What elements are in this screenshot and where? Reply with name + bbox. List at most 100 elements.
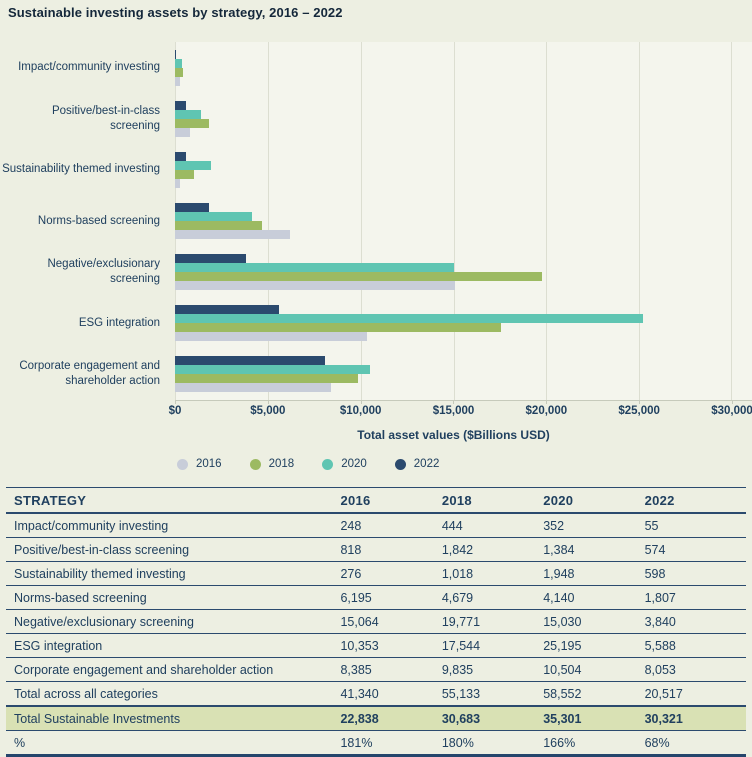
- bar-2022: [175, 100, 186, 110]
- row-label: Total Sustainable Investments: [6, 706, 341, 731]
- bars-area: [175, 42, 732, 400]
- cell-value: 180%: [441, 730, 544, 757]
- cell-value: 10,504: [543, 657, 645, 682]
- category-label: Corporate engagement and shareholder act…: [19, 360, 160, 388]
- gridline: [267, 42, 269, 400]
- x-axis-tick-label: $10,000: [339, 405, 382, 417]
- bar-group: [175, 195, 732, 246]
- axis-tick: [175, 400, 176, 404]
- cell-value: 6,195: [340, 585, 442, 610]
- x-axis-tick-label: $25,000: [618, 405, 660, 417]
- axis-tick: [546, 400, 548, 404]
- legend-item-2018: 2018: [249, 458, 295, 470]
- row-label: ESG integration: [6, 633, 341, 658]
- bar-2018: [175, 323, 501, 333]
- bar-2022: [175, 49, 177, 59]
- cell-value: 818: [340, 537, 442, 562]
- table-row: Negative/exclusionary screening 15,064 19,…: [6, 609, 746, 634]
- bar-2020: [175, 160, 212, 170]
- bar-2018: [175, 118, 210, 128]
- x-axis-tick-label: $15,000: [432, 405, 475, 417]
- bar-group: [175, 349, 732, 400]
- category-label: Norms-based screening: [37, 214, 160, 227]
- bar-2022: [175, 202, 209, 212]
- category-label: Negative/exclusionary screening: [47, 258, 160, 286]
- cell-value: 352: [543, 513, 645, 538]
- row-label: Positive/best-in-class screening: [6, 537, 341, 562]
- legend-item-2020: 2020: [322, 458, 367, 470]
- axis-tick: [639, 400, 641, 404]
- bar-2016: [175, 332, 368, 342]
- table-row: Total across all categories 41,340 55,133 5…: [6, 681, 746, 707]
- bar-group: [175, 247, 732, 298]
- page-title: Sustainable investing assets by strategy…: [8, 5, 343, 20]
- bar-groups: [175, 42, 732, 400]
- x-axis-tick-label: $20,000: [525, 405, 568, 417]
- gridline: [360, 42, 362, 400]
- axis-tick: [267, 400, 269, 404]
- table-row: Positive/best-in-class screening 818 1,842…: [6, 537, 746, 562]
- cell-value: 1,384: [543, 537, 645, 562]
- category-labels: Impact/community investing Positive/best-…: [0, 42, 166, 400]
- cell-value: 15,064: [340, 609, 442, 634]
- cell-value: 9,835: [441, 657, 544, 682]
- cell-value: 1,807: [644, 585, 746, 610]
- gridline: [453, 42, 455, 400]
- cell-value: 1,842: [441, 537, 544, 562]
- cell-value: 10,353: [340, 633, 442, 658]
- cell-value: 22,838: [340, 706, 442, 731]
- bar-group: [175, 144, 732, 195]
- cell-value: 20,517: [644, 681, 746, 707]
- cell-value: 248: [340, 513, 442, 538]
- table-row: ESG integration 10,353 17,544 25,195 5,588: [6, 633, 746, 658]
- column-header: 2016: [340, 487, 442, 514]
- row-label: Impact/community investing: [6, 513, 341, 538]
- gridline: [639, 42, 641, 400]
- cell-value: 3,840: [644, 609, 746, 634]
- axis-tick: [453, 400, 455, 404]
- column-header: 2018: [441, 487, 544, 514]
- bar-2022: [175, 254, 247, 264]
- category-label: ESG integration: [78, 316, 160, 329]
- legend-swatch-icon: [394, 458, 406, 470]
- legend-label: 2018: [268, 458, 295, 470]
- table-row: Corporate engagement and shareholder act…: [6, 657, 746, 682]
- cell-value: 19,771: [441, 609, 544, 634]
- legend-label: 2016: [196, 458, 222, 470]
- table-row: Norms-based screening 6,195 4,679 4,140 1,80…: [6, 585, 746, 610]
- legend-swatch-icon: [322, 458, 334, 470]
- bar-2016: [175, 229, 291, 239]
- x-axis-tick-label: $0: [168, 405, 182, 417]
- bar-2016: [175, 383, 331, 393]
- bar-2022: [175, 356, 325, 366]
- bar-2020: [175, 211, 252, 221]
- cell-value: 25,195: [543, 633, 645, 658]
- cell-value: 15,030: [543, 609, 645, 634]
- category-label: Impact/community investing: [18, 61, 160, 74]
- gridline: [546, 42, 548, 400]
- cell-value: 55: [644, 513, 746, 538]
- row-label: Corporate engagement and shareholder act…: [6, 657, 341, 682]
- cell-value: 8,053: [644, 657, 746, 682]
- bar-2022: [175, 151, 187, 161]
- bar-2016: [175, 281, 455, 291]
- bar-group: [175, 93, 732, 144]
- data-table: STRATEGY 2016 2018 2020 2022 Impact/communit…: [6, 487, 746, 757]
- bar-group: [175, 298, 732, 349]
- bar-2018: [175, 169, 194, 179]
- cell-value: 58,552: [543, 681, 645, 707]
- cell-value: 598: [644, 561, 746, 586]
- cell-value: 35,301: [543, 706, 645, 731]
- cell-value: 276: [340, 561, 442, 586]
- legend-item-2022: 2022: [394, 458, 439, 470]
- cell-value: 1,948: [543, 561, 645, 586]
- legend: 2016 2018 2020 2022: [177, 458, 439, 470]
- cell-value: 5,588: [644, 633, 746, 658]
- row-label: %: [6, 730, 341, 757]
- bar-2020: [175, 263, 455, 273]
- axis-tick: [731, 400, 733, 404]
- cell-value: 30,683: [441, 706, 544, 731]
- row-label: Sustainability themed investing: [6, 561, 341, 586]
- bar-2016: [175, 178, 181, 188]
- table-row: % 181% 180% 166% 68%: [6, 730, 746, 757]
